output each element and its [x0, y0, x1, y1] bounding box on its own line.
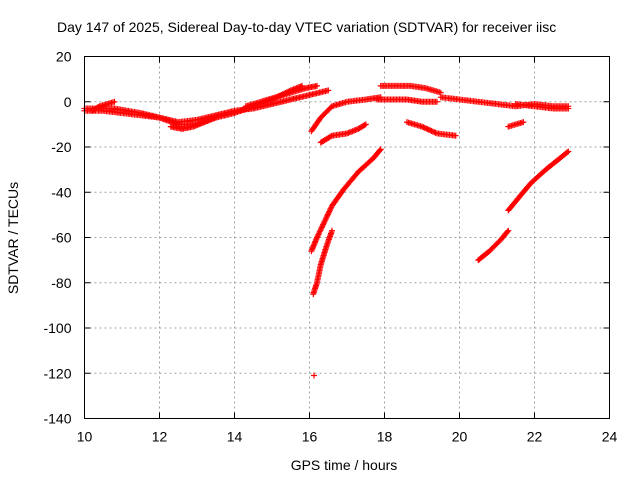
data-point: [355, 156, 376, 175]
x-tick-label: 20: [452, 429, 468, 445]
data-series-track-10: [311, 372, 317, 379]
data-point: [362, 94, 384, 103]
data-point: [437, 94, 461, 103]
y-tick-label: -20: [51, 139, 71, 155]
y-tick-label: 0: [64, 94, 72, 110]
data-series-track-4: [167, 114, 219, 132]
data-point: [329, 99, 349, 110]
x-tick-label: 10: [77, 429, 93, 445]
data-point: [505, 194, 522, 214]
data-point: [269, 96, 293, 107]
data-point: [475, 249, 492, 264]
y-tick-label: -40: [51, 184, 71, 200]
axis-ticks: 10 12 14 16 18 20 22 24 20 0 -20 -40 -60 -80 -100 -120 -…: [43, 49, 617, 445]
data-point: [287, 92, 312, 103]
data-point: [542, 158, 559, 173]
data-series-track-6: [308, 94, 384, 135]
data-point: [308, 115, 323, 135]
data-point: [554, 148, 572, 164]
data-point: [475, 98, 499, 107]
data-point: [323, 227, 335, 250]
y-tick-label: -120: [43, 365, 71, 381]
data-point: [422, 85, 444, 96]
data-point: [404, 119, 424, 130]
data-point: [419, 98, 440, 105]
data-point: [137, 110, 162, 121]
data-series-track-18: [505, 148, 572, 214]
data-point: [527, 167, 548, 187]
data-point: [321, 204, 335, 225]
data-series-track-7: [317, 121, 369, 146]
data-point: [355, 121, 369, 132]
data-point: [550, 105, 572, 112]
data-point: [311, 372, 317, 379]
data-point: [497, 227, 512, 243]
y-axis-label: SDTVAR / TECUs: [5, 182, 21, 294]
data-series-track-8: [308, 146, 384, 255]
data-point: [306, 87, 332, 98]
x-tick-label: 14: [227, 429, 243, 445]
grid-lines: [84, 56, 610, 419]
data-point: [156, 114, 180, 127]
data-series-track-9: [310, 227, 335, 298]
data-point: [329, 188, 346, 209]
x-tick-label: 12: [152, 429, 168, 445]
data-point: [257, 94, 278, 105]
data-point: [317, 133, 334, 146]
y-tick-label: -140: [43, 411, 71, 427]
data-point: [512, 101, 536, 110]
data-series-track-15: [512, 101, 572, 112]
data-series-track-13: [404, 119, 459, 139]
data-series-track-3: [89, 98, 118, 114]
data-point: [242, 99, 263, 110]
data-point: [494, 101, 518, 110]
data-point: [314, 220, 327, 241]
x-tick-label: 16: [302, 429, 318, 445]
y-tick-label: -60: [51, 230, 71, 246]
data-point: [104, 98, 118, 107]
data-point: [516, 181, 533, 200]
data-point: [317, 245, 329, 268]
y-tick-label: -100: [43, 320, 71, 336]
data-point: [531, 103, 555, 112]
data-series-track-5: [242, 82, 320, 110]
data-series-track-17: [475, 227, 512, 264]
data-series-track-11: [377, 82, 444, 96]
data-point: [434, 130, 459, 139]
data-point: [456, 96, 480, 105]
data-point: [370, 146, 384, 162]
y-tick-label: -80: [51, 275, 71, 291]
data-point: [308, 235, 320, 255]
data-points: [81, 82, 572, 379]
data-point: [272, 90, 293, 101]
data-point: [486, 237, 503, 255]
data-point: [512, 119, 527, 128]
data-series-track-12: [374, 96, 440, 105]
x-tick-label: 22: [527, 429, 543, 445]
x-axis-label: GPS time / hours: [291, 457, 398, 473]
data-point: [201, 114, 219, 126]
data-point: [344, 96, 368, 105]
data-point: [111, 105, 143, 116]
data-point: [314, 263, 324, 286]
data-point: [317, 104, 334, 121]
data-point: [419, 123, 439, 136]
chart-title: Day 147 of 2025, Sidereal Day-to-day VTE…: [57, 19, 556, 35]
data-point: [340, 170, 361, 193]
x-tick-label: 24: [602, 429, 618, 445]
data-point: [89, 104, 102, 114]
data-series-track-16: [505, 119, 527, 130]
data-point: [302, 82, 320, 92]
x-tick-label: 18: [377, 429, 393, 445]
data-point: [287, 85, 308, 96]
y-tick-label: 20: [56, 49, 72, 65]
